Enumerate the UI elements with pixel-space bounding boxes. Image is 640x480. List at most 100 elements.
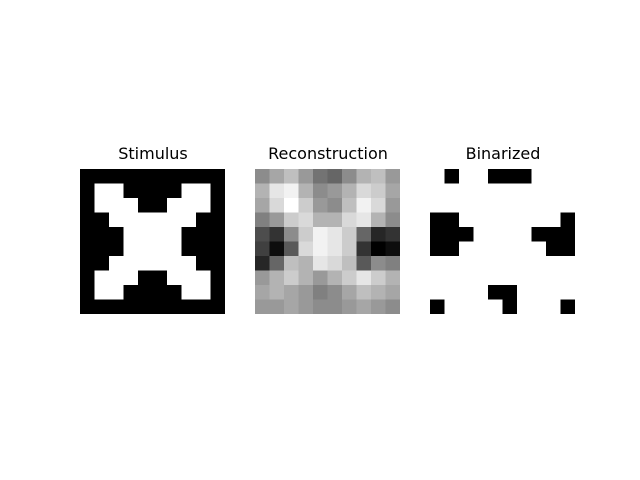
- pixel-cell: [152, 212, 168, 228]
- pixel-cell: [94, 285, 110, 300]
- pixel-cell: [430, 241, 445, 257]
- pixel-cell: [488, 285, 503, 300]
- pixel-cell: [546, 256, 561, 271]
- pixel-cell: [473, 212, 489, 228]
- pixel-cell: [327, 285, 343, 300]
- pixel-cell: [152, 285, 168, 300]
- pixel-cell: [167, 227, 182, 242]
- pixel-cell: [269, 227, 285, 242]
- pixel-cell: [284, 198, 299, 213]
- pixel-cell: [123, 241, 139, 257]
- pixel-cell: [430, 169, 445, 184]
- pixel-cell: [502, 285, 518, 300]
- pixel-cell: [502, 183, 518, 199]
- pixel-cell: [327, 198, 343, 213]
- pixel-cell: [356, 183, 372, 199]
- pixel-cell: [80, 285, 95, 300]
- pixel-cell: [459, 227, 474, 242]
- reconstruction-title: Reconstruction: [268, 144, 388, 163]
- pixel-cell: [459, 299, 474, 314]
- pixel-cell: [94, 169, 110, 184]
- pixel-cell: [255, 227, 270, 242]
- pixel-cell: [284, 256, 299, 271]
- pixel-cell: [546, 198, 561, 213]
- pixel-cell: [109, 241, 124, 257]
- pixel-cell: [531, 299, 547, 314]
- pixel-cell: [502, 212, 518, 228]
- pixel-cell: [123, 256, 139, 271]
- pixel-cell: [313, 198, 328, 213]
- pixel-cell: [371, 299, 386, 314]
- pixel-cell: [473, 198, 489, 213]
- pixel-cell: [80, 256, 95, 271]
- pixel-cell: [327, 212, 343, 228]
- pixel-cell: [80, 299, 95, 314]
- pixel-cell: [152, 198, 168, 213]
- reconstruction-panel: Reconstruction: [255, 144, 401, 314]
- pixel-grid: [80, 169, 225, 314]
- pixel-cell: [138, 227, 153, 242]
- pixel-cell: [298, 198, 314, 213]
- pixel-cell: [210, 299, 225, 314]
- pixel-cell: [94, 227, 110, 242]
- pixel-cell: [181, 270, 197, 286]
- pixel-cell: [385, 183, 400, 199]
- pixel-cell: [152, 227, 168, 242]
- pixel-cell: [210, 241, 225, 257]
- pixel-cell: [109, 285, 124, 300]
- pixel-cell: [196, 299, 211, 314]
- pixel-cell: [298, 241, 314, 257]
- pixel-cell: [531, 183, 547, 199]
- pixel-cell: [109, 299, 124, 314]
- pixel-cell: [181, 256, 197, 271]
- pixel-cell: [313, 285, 328, 300]
- pixel-cell: [444, 241, 460, 257]
- pixel-cell: [94, 198, 110, 213]
- pixel-cell: [138, 169, 153, 184]
- pixel-cell: [385, 169, 400, 184]
- pixel-cell: [385, 285, 400, 300]
- pixel-cell: [488, 256, 503, 271]
- pixel-cell: [385, 212, 400, 228]
- pixel-cell: [327, 183, 343, 199]
- pixel-cell: [444, 256, 460, 271]
- pixel-cell: [181, 198, 197, 213]
- pixel-cell: [210, 169, 225, 184]
- pixel-cell: [430, 256, 445, 271]
- pixel-cell: [196, 241, 211, 257]
- pixel-cell: [313, 270, 328, 286]
- pixel-cell: [517, 212, 532, 228]
- pixel-cell: [502, 256, 518, 271]
- pixel-cell: [210, 227, 225, 242]
- pixel-cell: [473, 169, 489, 184]
- pixel-cell: [488, 169, 503, 184]
- pixel-cell: [196, 198, 211, 213]
- pixel-cell: [123, 183, 139, 199]
- pixel-cell: [123, 212, 139, 228]
- pixel-cell: [327, 270, 343, 286]
- pixel-cell: [385, 256, 400, 271]
- pixel-cell: [138, 183, 153, 199]
- pixel-cell: [560, 198, 575, 213]
- pixel-cell: [167, 198, 182, 213]
- pixel-cell: [560, 256, 575, 271]
- pixel-cell: [196, 183, 211, 199]
- pixel-cell: [546, 270, 561, 286]
- pixel-cell: [138, 241, 153, 257]
- pixel-cell: [385, 198, 400, 213]
- pixel-cell: [167, 299, 182, 314]
- pixel-cell: [371, 270, 386, 286]
- pixel-cell: [444, 285, 460, 300]
- pixel-cell: [298, 299, 314, 314]
- pixel-cell: [210, 270, 225, 286]
- pixel-cell: [298, 183, 314, 199]
- pixel-cell: [313, 299, 328, 314]
- pixel-cell: [269, 169, 285, 184]
- pixel-cell: [298, 285, 314, 300]
- pixel-cell: [430, 270, 445, 286]
- pixel-cell: [109, 256, 124, 271]
- pixel-cell: [459, 198, 474, 213]
- pixel-cell: [269, 241, 285, 257]
- pixel-cell: [269, 256, 285, 271]
- pixel-cell: [181, 299, 197, 314]
